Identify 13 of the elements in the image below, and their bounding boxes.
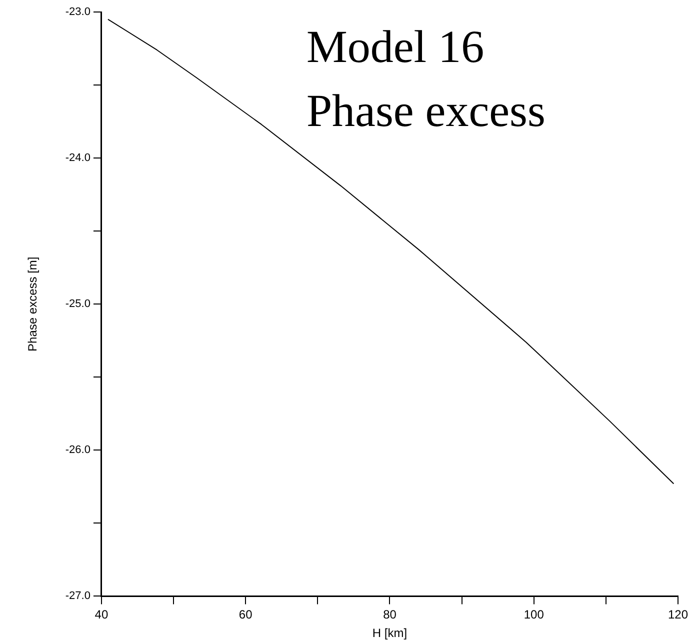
x-axis-title: H [km]: [372, 626, 408, 640]
y-tick-label: -25.0: [65, 298, 90, 310]
y-tick-label: -24.0: [65, 152, 90, 164]
y-tick-label: -26.0: [65, 444, 90, 456]
x-tick-label: 80: [383, 608, 397, 622]
x-tick-label: 60: [238, 608, 253, 622]
y-axis-title: Phase excess [m]: [26, 256, 40, 352]
y-tick-label: -27.0: [65, 590, 90, 602]
x-tick-label: 100: [524, 608, 544, 622]
x-tick-label: 40: [94, 608, 108, 622]
text: Model 16 Phase excess: [306, 21, 546, 136]
y-tick-label: -23.0: [65, 6, 90, 18]
x-tick-label: 120: [668, 608, 688, 622]
